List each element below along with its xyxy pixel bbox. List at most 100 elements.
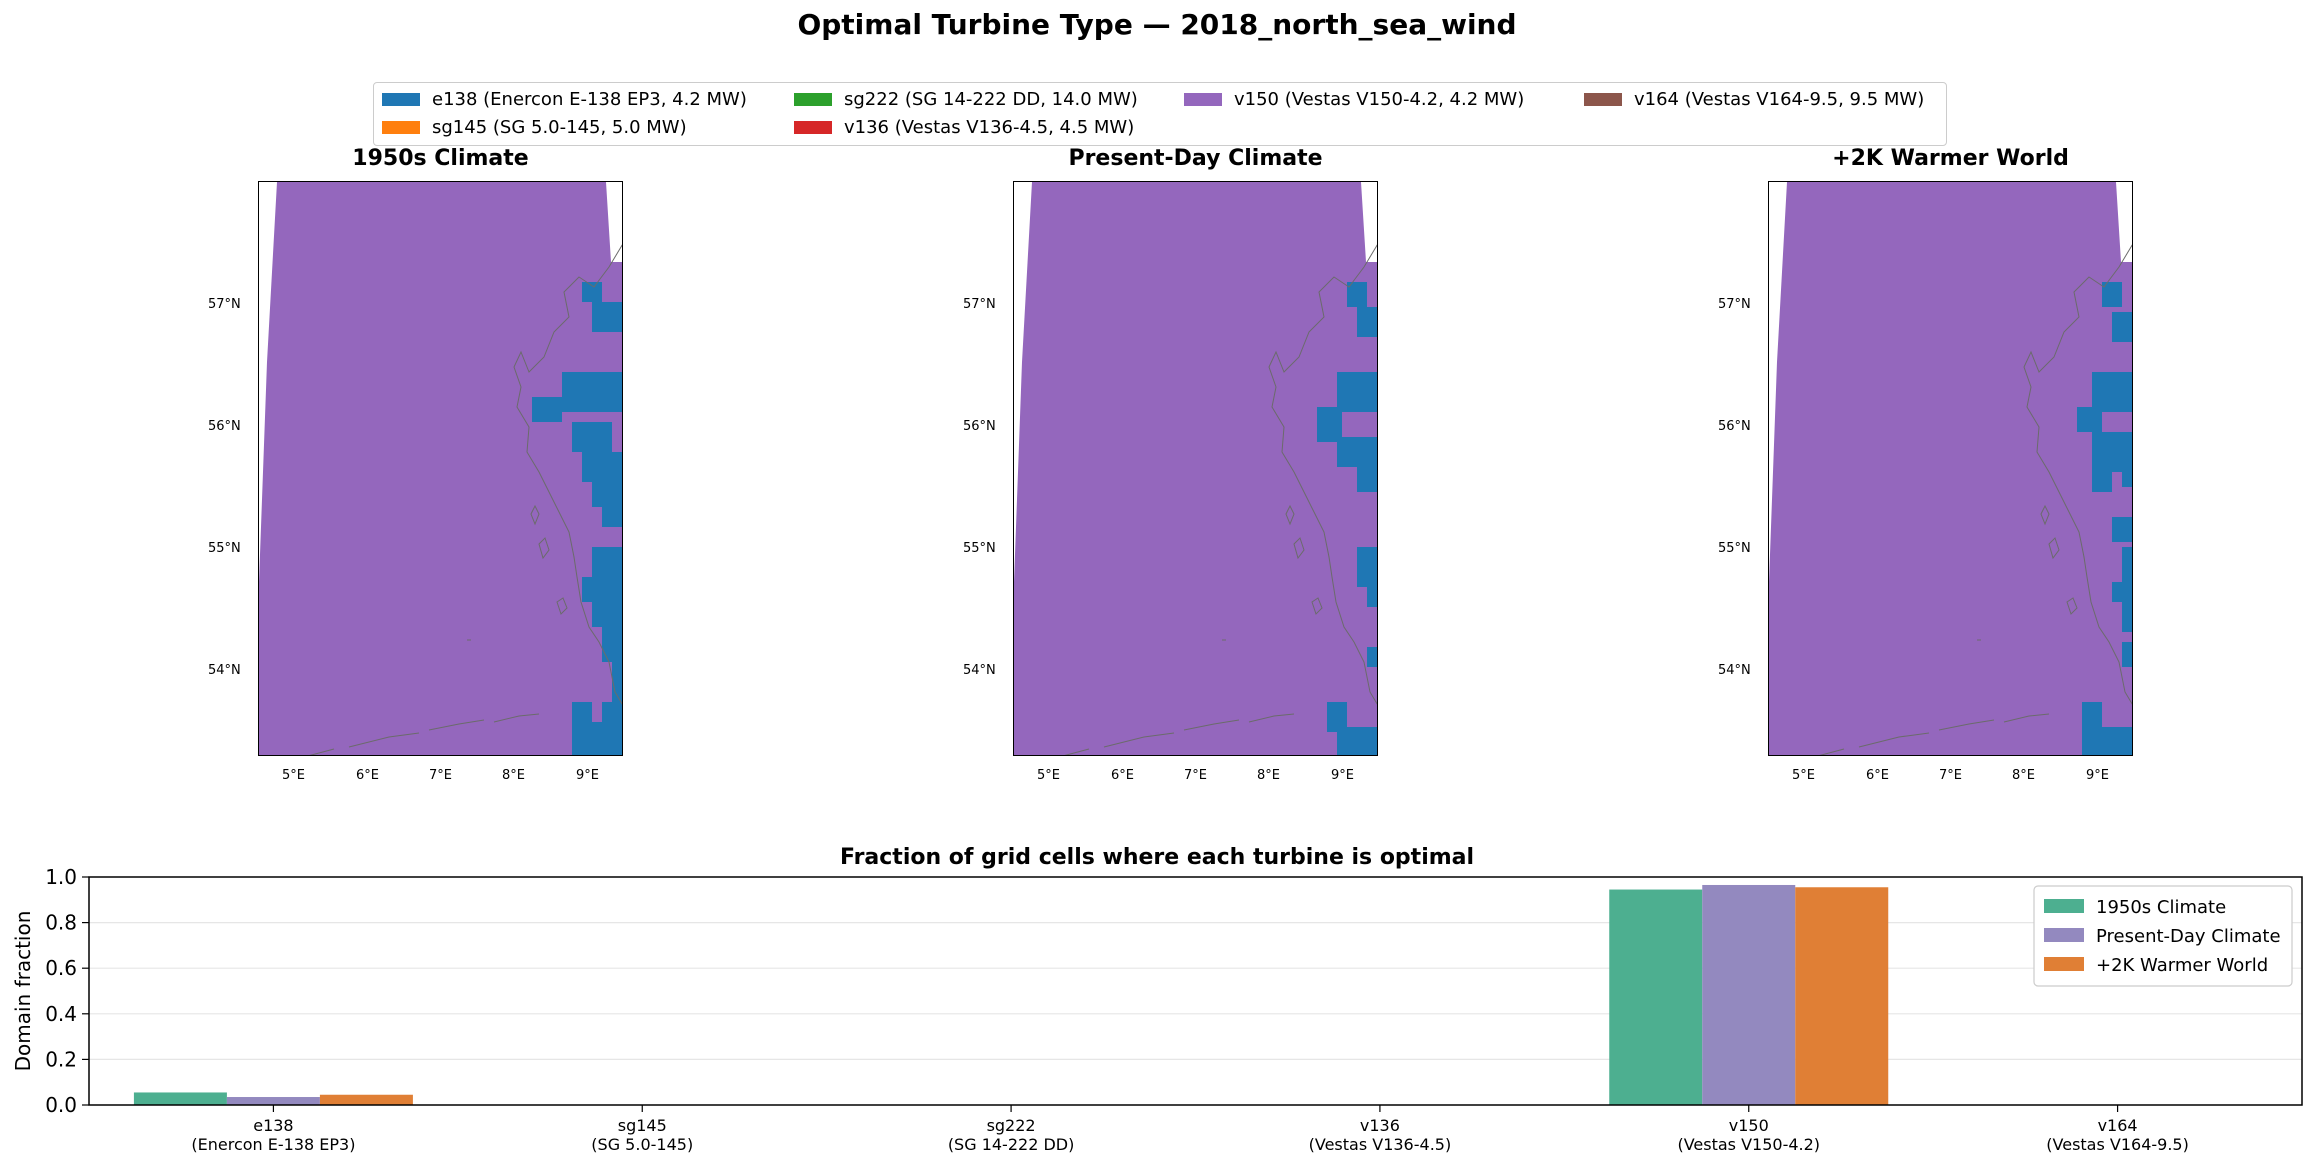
y-tick-label: 0.4	[45, 1002, 77, 1026]
e138-cell	[602, 507, 622, 527]
lon-tick-label: 9°E	[1331, 768, 1354, 783]
island-outline	[2003, 713, 2050, 723]
lon-tick-label: 5°E	[1792, 768, 1815, 783]
e138-cell	[582, 282, 602, 302]
e138-cell	[1357, 307, 1377, 337]
e138-cell	[532, 397, 562, 422]
island-outline	[556, 597, 568, 615]
x-tick-sublabel: (Vestas V164-9.5)	[2046, 1135, 2189, 1154]
legend-item-v164: v164 (Vestas V164-9.5, 9.5 MW)	[1584, 89, 1924, 110]
e138-cell	[2092, 432, 2132, 472]
e138-cell	[2112, 312, 2132, 342]
e138-cell	[2092, 372, 2132, 412]
map-title: 1950s Climate	[352, 146, 529, 171]
turbine-map	[1769, 182, 2132, 755]
island-outline	[538, 537, 550, 560]
x-tick-label: v150	[1729, 1116, 1769, 1135]
x-tick-label: sg222	[987, 1116, 1036, 1135]
lat-tick-label: 54°N	[1718, 663, 1751, 678]
bar-1950s-climate	[1609, 889, 1703, 1105]
island-outline	[309, 748, 335, 755]
e138-cell	[1347, 282, 1367, 307]
lat-tick-label: 56°N	[208, 419, 241, 434]
e138-cell	[1337, 727, 1377, 755]
e138-cell	[2092, 472, 2112, 492]
bar-legend-swatch	[2044, 928, 2084, 942]
bar-present-day-climate	[226, 1097, 320, 1105]
v150-region	[259, 182, 622, 755]
bar-1950s-climate	[133, 1092, 227, 1105]
island-outline	[1293, 537, 1305, 560]
lon-tick-label: 7°E	[1939, 768, 1962, 783]
e138-cell	[592, 482, 622, 507]
e138-cell	[2102, 282, 2122, 307]
map-panel	[1013, 181, 1378, 756]
e138-cell	[602, 702, 622, 722]
lat-tick-label: 56°N	[1718, 419, 1751, 434]
island-outline	[1858, 732, 1930, 748]
lat-tick-label: 54°N	[963, 663, 996, 678]
e138-cell	[1317, 407, 1342, 442]
island-outline	[428, 719, 485, 731]
island-outline	[1285, 504, 1295, 526]
legend-item-sg145: sg145 (SG 5.0-145, 5.0 MW)	[382, 117, 687, 138]
e138-cell	[1367, 587, 1377, 607]
e138-cell	[1337, 372, 1377, 412]
island-outline	[1248, 713, 1295, 723]
figure-title: Optimal Turbine Type — 2018_north_sea_wi…	[797, 8, 1517, 41]
x-tick-label: sg145	[618, 1116, 667, 1135]
e138-cell	[572, 702, 592, 722]
e138-cell	[1327, 702, 1347, 732]
x-tick-label: e138	[253, 1116, 293, 1135]
legend-item-sg222: sg222 (SG 14-222 DD, 14.0 MW)	[794, 89, 1138, 110]
y-tick-label: 0.8	[45, 911, 77, 935]
e138-cell	[2122, 547, 2132, 587]
legend-item-v150: v150 (Vestas V150-4.2, 4.2 MW)	[1184, 89, 1524, 110]
island-outline	[1064, 748, 1090, 755]
island-outline	[1819, 748, 1845, 755]
map-title: +2K Warmer World	[1832, 146, 2069, 171]
e138-cell	[592, 302, 622, 332]
legend-swatch	[382, 121, 420, 134]
bar-present-day-climate	[1702, 884, 1796, 1105]
e138-cell	[592, 602, 622, 627]
e138-cell	[2077, 407, 2102, 432]
lon-tick-label: 8°E	[502, 768, 525, 783]
e138-cell	[1367, 647, 1377, 667]
lat-tick-label: 57°N	[208, 297, 241, 312]
e138-cell	[2122, 467, 2132, 487]
legend-label: sg222 (SG 14-222 DD, 14.0 MW)	[844, 89, 1138, 110]
legend-swatch	[794, 93, 832, 106]
lon-tick-label: 8°E	[1257, 768, 1280, 783]
bar-legend-swatch	[2044, 899, 2084, 913]
y-tick-label: 0.6	[45, 956, 77, 980]
e138-cell	[572, 722, 622, 755]
turbine-legend: e138 (Enercon E-138 EP3, 4.2 MW) sg145 (S…	[373, 82, 1947, 146]
e138-cell	[582, 452, 622, 482]
lat-tick-label: 56°N	[963, 419, 996, 434]
lon-tick-label: 7°E	[1184, 768, 1207, 783]
v150-region	[1014, 182, 1377, 755]
e138-cell	[612, 662, 622, 702]
x-tick-sublabel: (Vestas V136-4.5)	[1309, 1135, 1452, 1154]
bar--2k-warmer-world	[319, 1094, 413, 1105]
bar-chart-title: Fraction of grid cells where each turbin…	[839, 845, 1475, 870]
island-outline	[493, 713, 540, 723]
lat-tick-label: 55°N	[208, 541, 241, 556]
lon-tick-label: 7°E	[429, 768, 452, 783]
e138-cell	[562, 372, 622, 412]
lat-tick-label: 57°N	[963, 297, 996, 312]
bar-legend-swatch	[2044, 957, 2084, 971]
lon-tick-label: 6°E	[1866, 768, 1889, 783]
coastline	[1268, 244, 1377, 705]
legend-item-e138: e138 (Enercon E-138 EP3, 4.2 MW)	[382, 89, 747, 110]
x-tick-label: v164	[2098, 1116, 2138, 1135]
lat-tick-label: 54°N	[208, 663, 241, 678]
turbine-map	[1014, 182, 1377, 755]
island-outline	[2040, 504, 2050, 526]
y-tick-label: 0.2	[45, 1047, 77, 1071]
e138-cell	[592, 547, 622, 577]
bar-legend-label: Present-Day Climate	[2096, 926, 2281, 947]
island-outline	[1103, 732, 1175, 748]
plot-frame	[88, 876, 2303, 1106]
